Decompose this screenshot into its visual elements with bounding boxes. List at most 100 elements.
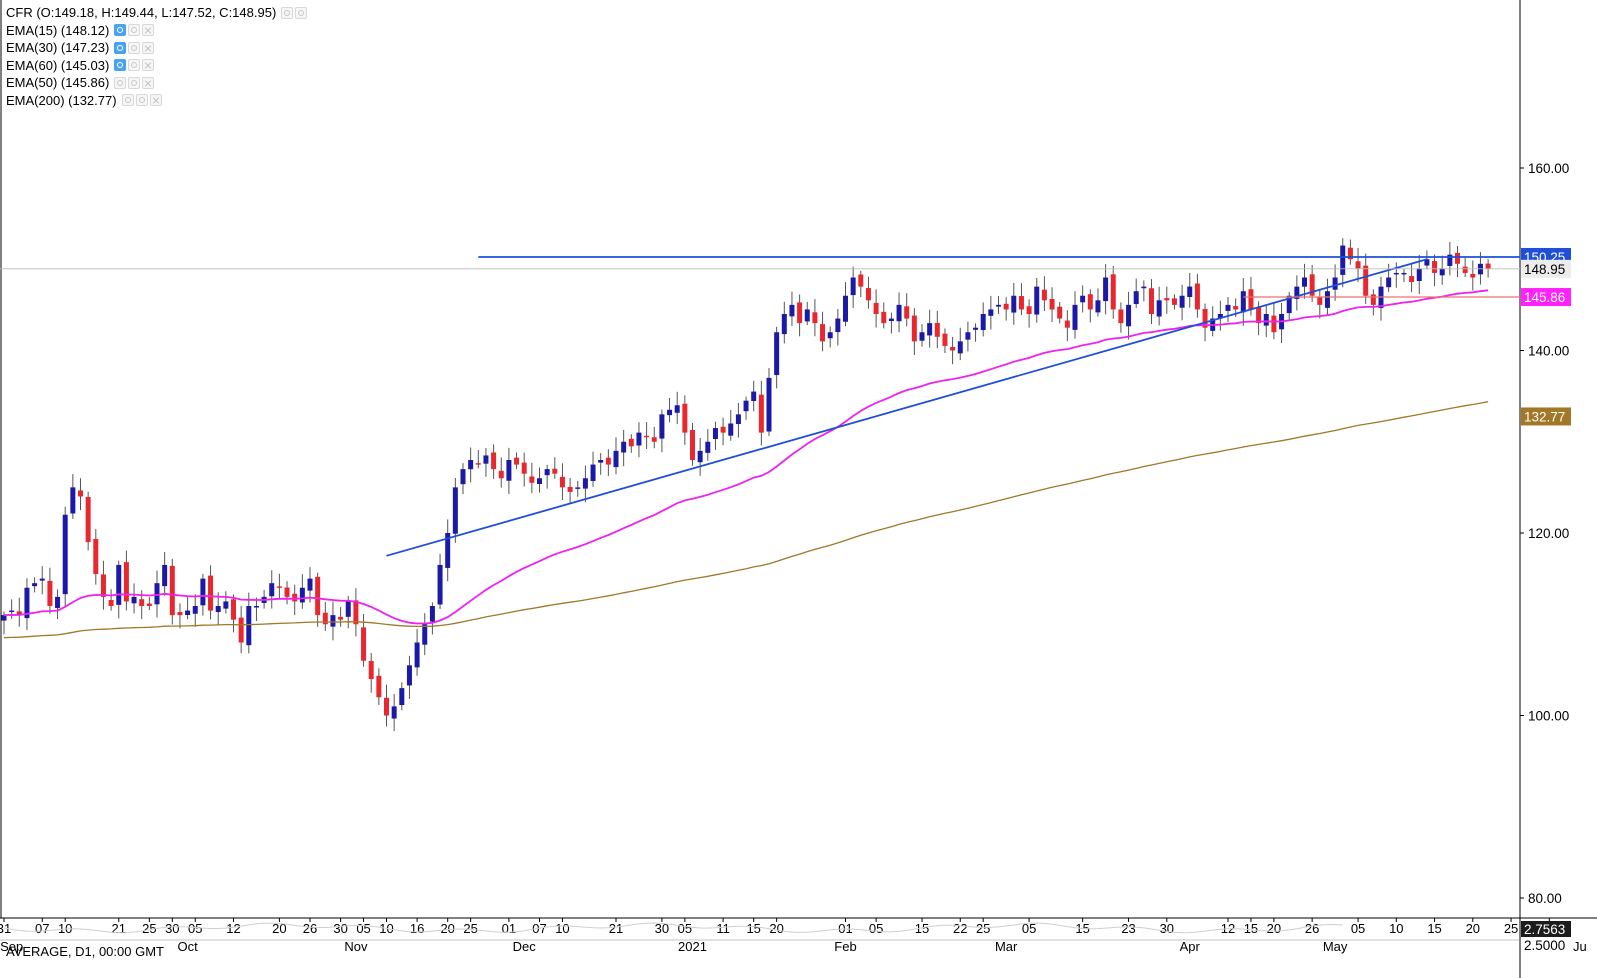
candle <box>1240 278 1246 326</box>
candle-body <box>16 611 22 616</box>
candle-body <box>667 409 673 416</box>
candle-body <box>24 587 30 619</box>
close-icon[interactable] <box>142 24 155 37</box>
candle <box>1118 302 1124 333</box>
candle <box>506 447 512 495</box>
visibility-icon[interactable] <box>114 24 127 37</box>
visibility-icon[interactable] <box>114 76 127 89</box>
candle-body <box>169 565 175 616</box>
candle-body <box>1386 277 1392 288</box>
candle <box>399 682 405 711</box>
candle-body <box>1263 314 1269 326</box>
x-tick-label: 25 <box>1504 921 1518 936</box>
candle <box>1133 278 1139 308</box>
candle <box>215 592 221 626</box>
candle <box>414 628 420 676</box>
candle <box>827 326 833 348</box>
candle <box>1302 263 1307 299</box>
candle <box>353 588 359 637</box>
settings-icon[interactable] <box>128 24 141 37</box>
candle-body <box>1309 274 1315 296</box>
visibility-icon[interactable] <box>121 94 134 107</box>
candle <box>1386 263 1392 292</box>
x-tick-label: 05 <box>869 921 883 936</box>
candle-body <box>720 426 726 433</box>
visibility-icon[interactable] <box>295 6 308 19</box>
candle <box>253 597 259 621</box>
candle <box>78 478 83 511</box>
candle-body <box>1470 273 1476 278</box>
candle-body <box>223 601 229 609</box>
x-tick-label: 05 <box>1022 921 1036 936</box>
candle <box>735 402 741 438</box>
candle-body <box>644 435 650 438</box>
candle <box>927 309 933 348</box>
x-month-label: Feb <box>834 939 856 954</box>
candle <box>797 294 803 337</box>
visibility-icon[interactable] <box>114 41 127 54</box>
candle <box>62 506 68 607</box>
candle <box>93 529 99 585</box>
settings-icon[interactable] <box>128 76 141 89</box>
visibility-icon[interactable] <box>114 59 127 72</box>
candle-body <box>299 587 305 603</box>
candle-body <box>468 460 474 470</box>
settings-icon[interactable] <box>128 59 141 72</box>
support-trendline <box>386 258 1428 557</box>
close-icon[interactable] <box>149 94 162 107</box>
candle <box>1041 276 1047 312</box>
settings-icon[interactable] <box>128 41 141 54</box>
legend-ema15-label: EMA(15) (148.12) <box>6 22 110 38</box>
candle <box>919 324 925 347</box>
candle-body <box>896 304 902 322</box>
candle <box>743 396 749 420</box>
candle-body <box>1294 286 1300 299</box>
x-tick-label: 15 <box>746 921 760 936</box>
candle-body <box>973 327 979 330</box>
candle <box>437 553 443 610</box>
candle-body <box>47 580 53 606</box>
candle <box>973 323 979 342</box>
candle <box>32 577 38 593</box>
candle <box>1149 279 1154 325</box>
candle <box>628 434 634 453</box>
candle <box>24 578 30 631</box>
candle <box>682 395 688 445</box>
x-month-label: Dec <box>513 939 537 954</box>
close-icon[interactable] <box>142 59 155 72</box>
close-icon[interactable] <box>142 41 155 54</box>
settings-icon[interactable] <box>281 6 294 19</box>
candle <box>1286 291 1292 320</box>
candle <box>1355 247 1361 282</box>
candle-body <box>1225 304 1231 311</box>
candle <box>659 409 665 453</box>
candle-body <box>781 314 787 335</box>
settings-icon[interactable] <box>135 94 148 107</box>
candle <box>965 321 971 352</box>
candle-body <box>93 538 99 575</box>
y-tick-label: 80.00 <box>1528 891 1562 906</box>
candle-body <box>950 346 956 351</box>
candle <box>384 684 389 727</box>
candle <box>1141 280 1147 302</box>
candle-body <box>276 586 282 588</box>
candle-body <box>1194 283 1200 310</box>
candle-body <box>1080 295 1086 303</box>
candle-body <box>1363 265 1369 296</box>
candle <box>1 611 7 635</box>
indicator-legend: CFR (O:149.18, H:149.44, L:147.52, C:148… <box>6 4 308 109</box>
candle-body <box>376 675 382 698</box>
candle <box>1439 255 1445 285</box>
candle <box>1271 302 1277 340</box>
subpanel-value-tag: 2.7563 <box>1524 922 1565 937</box>
candle-body <box>774 332 780 376</box>
candle-body <box>361 627 367 661</box>
candle-body <box>1064 320 1070 328</box>
candle <box>751 380 757 412</box>
candle-body <box>590 464 596 482</box>
candle-body <box>1355 261 1361 269</box>
candle-body <box>1217 314 1223 319</box>
close-icon[interactable] <box>142 76 155 89</box>
candle-body <box>422 624 428 645</box>
